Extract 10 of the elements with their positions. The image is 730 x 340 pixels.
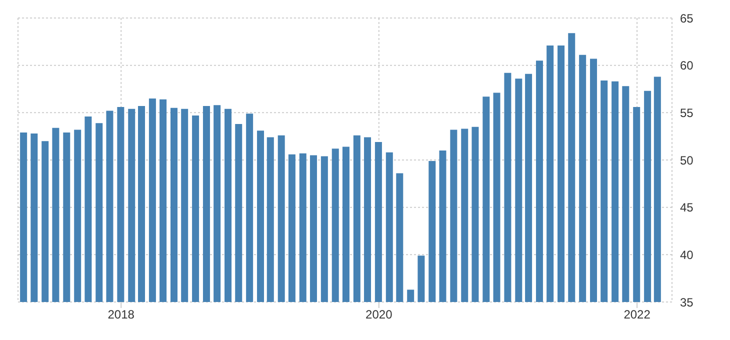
x-tick-label: 2022: [624, 308, 651, 322]
x-tick-label: 2020: [366, 308, 393, 322]
y-tick-label: 60: [680, 58, 694, 73]
x-tick-label: 2018: [108, 308, 135, 322]
y-tick-label: 45: [680, 200, 694, 215]
y-tick-label: 65: [680, 11, 694, 26]
y-tick-label: 55: [680, 106, 694, 120]
y-tick-label: 40: [680, 248, 694, 262]
y-tick-label: 35: [680, 295, 694, 310]
y-tick-label: 50: [680, 153, 694, 168]
